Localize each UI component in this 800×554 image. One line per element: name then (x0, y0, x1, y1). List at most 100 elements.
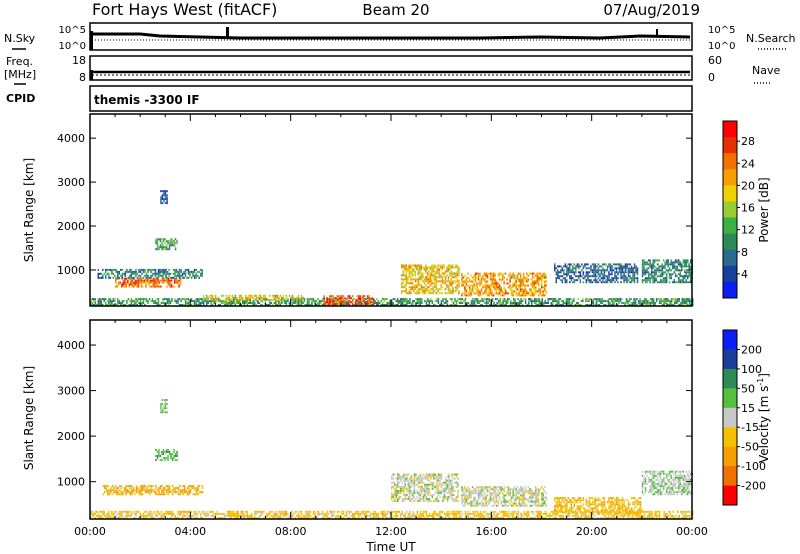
data-cell (158, 487, 160, 490)
data-cell (586, 298, 589, 301)
data-cell (329, 299, 331, 302)
data-cell (594, 275, 597, 278)
data-cell (223, 514, 226, 517)
data-cell (407, 498, 410, 501)
data-cell (103, 512, 105, 515)
data-cell (386, 304, 388, 306)
data-cell (156, 493, 159, 496)
data-cell (151, 279, 153, 282)
data-cell (440, 300, 443, 303)
data-cell (410, 489, 413, 492)
data-cell (169, 272, 172, 275)
data-cell (406, 304, 408, 306)
data-cell (678, 514, 680, 517)
data-cell (445, 302, 447, 304)
data-cell (127, 512, 130, 515)
colorbar-swatch (723, 265, 737, 283)
data-cell (148, 268, 151, 271)
data-cell (255, 512, 257, 515)
data-cell (154, 514, 157, 517)
data-cell (642, 514, 644, 517)
data-cell (602, 275, 604, 278)
data-cell (150, 485, 153, 488)
data-cell (687, 261, 689, 264)
data-cell (193, 304, 196, 306)
data-cell (261, 296, 264, 299)
data-cell (673, 261, 675, 264)
data-cell (354, 299, 357, 302)
data-cell (423, 286, 426, 289)
data-cell (416, 302, 419, 304)
data-cell (299, 517, 301, 519)
data-cell (473, 276, 475, 279)
data-cell (308, 304, 310, 306)
data-cell (163, 411, 165, 414)
data-cell (165, 450, 168, 453)
data-cell (388, 302, 390, 304)
freq-label-1: Freq. (6, 55, 33, 68)
data-cell (354, 512, 357, 515)
data-cell (145, 285, 147, 288)
data-cell (579, 517, 581, 519)
data-cell (222, 517, 224, 519)
data-cell (559, 517, 562, 519)
data-cell (516, 274, 519, 277)
data-cell (618, 298, 620, 301)
data-cell (627, 517, 629, 519)
data-cell (237, 517, 239, 519)
data-cell (342, 295, 345, 298)
data-cell (174, 455, 177, 457)
data-cell (166, 276, 169, 279)
data-cell (382, 517, 384, 519)
data-cell (413, 485, 416, 488)
data-cell (145, 517, 148, 519)
data-cell (437, 264, 439, 267)
data-cell (622, 514, 625, 517)
data-cell (345, 514, 348, 517)
data-cell (397, 498, 399, 501)
data-cell (422, 473, 425, 476)
data-cell (491, 514, 494, 517)
data-cell (187, 272, 190, 275)
data-cell (570, 302, 572, 304)
data-cell (652, 298, 655, 301)
data-cell (350, 510, 352, 513)
data-cell (622, 302, 625, 304)
data-cell (166, 512, 169, 515)
data-cell (348, 301, 351, 304)
data-cell (172, 272, 175, 275)
data-cell (251, 514, 253, 517)
data-cell (233, 302, 235, 304)
data-cell (155, 491, 157, 494)
nave-tick-top: 60 (708, 54, 722, 67)
data-cell (160, 517, 163, 519)
data-cell (246, 300, 248, 303)
data-cell (520, 517, 522, 519)
data-cell (500, 517, 503, 519)
data-cell (422, 286, 424, 289)
data-cell (186, 268, 188, 271)
data-cell (533, 294, 535, 297)
data-cell (177, 512, 179, 515)
data-cell (659, 273, 662, 276)
data-cell (603, 277, 606, 280)
data-cell (596, 281, 598, 284)
data-cell (405, 290, 407, 293)
data-cell (641, 259, 644, 262)
data-cell (161, 485, 163, 488)
data-cell (281, 510, 283, 513)
data-cell (398, 491, 400, 494)
data-cell (584, 275, 586, 278)
data-cell (650, 277, 653, 280)
data-cell (537, 510, 539, 513)
data-cell (167, 277, 170, 280)
data-cell (448, 487, 450, 490)
data-cell (160, 200, 162, 203)
data-cell (287, 517, 289, 519)
data-cell (139, 274, 142, 277)
data-cell (394, 494, 396, 496)
data-cell (560, 271, 562, 274)
data-cell (246, 517, 248, 519)
data-cell (392, 496, 394, 498)
data-cell (582, 514, 584, 517)
